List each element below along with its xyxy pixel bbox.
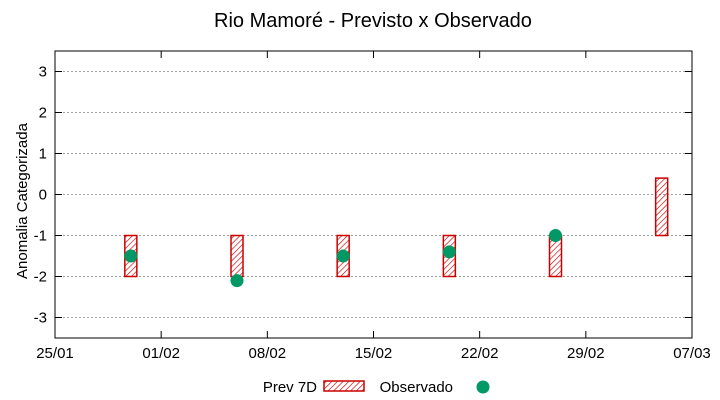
x-tick-label: 29/02 <box>567 345 605 362</box>
x-tick-label: 25/01 <box>36 345 74 362</box>
y-tick-label: 3 <box>39 64 47 81</box>
y-tick-label: -1 <box>34 228 47 245</box>
observado-series <box>124 229 562 288</box>
legend-swatch-prev-7d <box>323 380 365 392</box>
y-tick-label: 2 <box>39 105 47 122</box>
observado-point <box>442 245 456 259</box>
y-axis-label: Anomalia Categorizada <box>14 122 31 279</box>
observado-point <box>336 249 350 263</box>
observado-point <box>549 229 562 242</box>
legend: Prev 7D Observado <box>263 379 490 396</box>
legend-label-prev-7d: Prev 7D <box>263 379 317 396</box>
y-tick-label: 1 <box>39 146 47 163</box>
y-tick-label: -2 <box>34 269 47 286</box>
plot-frame <box>54 50 693 339</box>
prev-7d-bar <box>654 177 669 237</box>
legend-marker-observado <box>476 380 490 394</box>
x-tick-label: 15/02 <box>355 345 393 362</box>
x-tick-label: 01/02 <box>142 345 180 362</box>
y-tick-label: -3 <box>34 310 47 327</box>
legend-label-observado: Observado <box>380 379 453 396</box>
chart-title: Rio Mamoré - Previsto x Observado <box>214 10 532 32</box>
grid-lines <box>55 71 692 318</box>
observado-point <box>230 274 244 288</box>
prev-7d-series <box>124 177 669 278</box>
y-tick-label: 0 <box>39 187 47 204</box>
axes: 3 2 1 0 -1 -2 -3 25/01 01/02 08/02 15/02 22/02 29/02… <box>34 51 711 362</box>
x-tick-label: 22/02 <box>461 345 499 362</box>
observado-point <box>124 249 138 263</box>
x-tick-label: 08/02 <box>249 345 287 362</box>
x-tick-label: 07/03 <box>673 345 711 362</box>
prev-7d-bar <box>230 234 244 278</box>
